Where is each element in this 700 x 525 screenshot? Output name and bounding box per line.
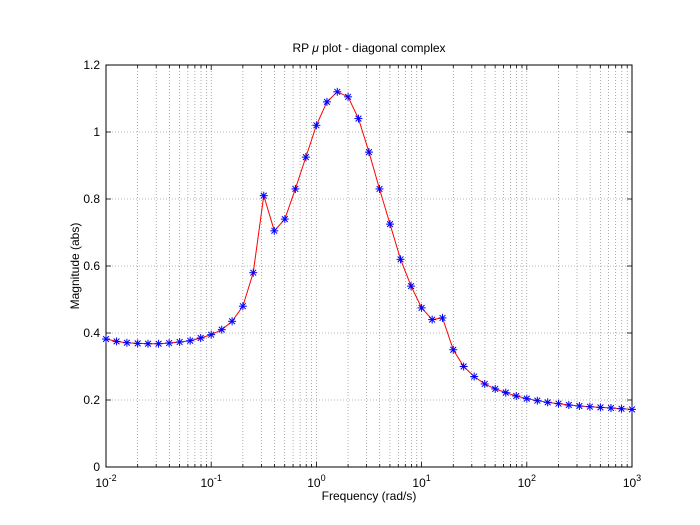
x-axis-label: Frequency (rad/s)	[322, 489, 417, 503]
y-axis-label: Magnitude (abs)	[68, 223, 82, 310]
data-point-marker	[554, 399, 563, 408]
x-tick-base: 10	[518, 476, 532, 490]
data-point-marker	[175, 338, 184, 347]
y-tick-label: 0.2	[83, 393, 100, 407]
data-point-marker	[606, 404, 615, 413]
data-point-marker	[354, 114, 363, 123]
data-point-marker	[396, 255, 405, 264]
data-point-marker	[480, 379, 489, 388]
data-point-marker	[133, 339, 142, 348]
grid	[106, 65, 632, 467]
y-tick-label: 0.4	[83, 326, 100, 340]
x-tick-exponent: 2	[531, 473, 536, 483]
data-point-marker	[217, 325, 226, 334]
data-point-marker	[144, 339, 153, 348]
x-tick-base: 10	[95, 476, 109, 490]
x-tick-label: 102	[518, 473, 536, 490]
data-point-marker	[301, 153, 310, 162]
data-point-marker	[238, 302, 247, 311]
data-point-marker	[386, 220, 395, 229]
data-point-marker	[186, 336, 195, 345]
y-tick-label: 0	[93, 460, 100, 474]
data-point-marker	[154, 339, 163, 348]
data-point-marker	[585, 402, 594, 411]
data-point-marker	[522, 394, 531, 403]
axis-ticks	[105, 64, 633, 468]
data-point-marker	[533, 396, 542, 405]
data-point-marker	[417, 303, 426, 312]
data-point-marker	[470, 372, 479, 381]
data-point-marker	[407, 282, 416, 291]
y-tick-label: 1.2	[83, 58, 100, 72]
data-point-marker	[102, 335, 110, 344]
y-tick-label: 0.6	[83, 259, 100, 273]
data-point-marker	[165, 339, 174, 348]
data-point-marker	[617, 404, 626, 413]
x-tick-exponent: -1	[214, 473, 222, 483]
x-tick-base: 10	[201, 476, 215, 490]
y-tick-label: 0.8	[83, 192, 100, 206]
data-point-marker	[491, 384, 500, 393]
chart-title: RP μ plot - diagonal complex	[292, 41, 445, 55]
data-point-marker	[112, 337, 121, 346]
data-point-marker	[270, 226, 279, 235]
data-point-marker	[196, 334, 205, 343]
x-tick-label: 10-1	[201, 473, 222, 490]
x-tick-label: 101	[412, 473, 430, 490]
x-tick-exponent: -2	[109, 473, 117, 483]
x-tick-exponent: 0	[321, 473, 326, 483]
x-tick-exponent: 3	[636, 473, 641, 483]
data-point-marker	[375, 184, 384, 193]
data-point-marker	[228, 317, 237, 326]
data-point-marker	[280, 215, 289, 224]
y-tick-label: 1	[93, 125, 100, 139]
data-point-marker	[322, 97, 331, 106]
data-point-marker	[333, 87, 342, 96]
data-point-marker	[438, 313, 447, 322]
x-tick-base: 10	[412, 476, 426, 490]
data-point-marker	[259, 191, 268, 200]
data-point-marker	[512, 391, 521, 400]
data-point-marker	[628, 405, 636, 414]
chart-title-symbol: μ	[311, 41, 319, 55]
x-tick-exponent: 1	[426, 473, 431, 483]
data-point-marker	[501, 388, 510, 397]
chart-title-suffix: plot - diagonal complex	[319, 41, 446, 55]
data-point-marker	[207, 330, 216, 339]
data-point-marker	[364, 148, 373, 157]
data-point-marker	[249, 268, 258, 277]
data-point-marker	[344, 92, 353, 101]
tick-labels: 00.20.40.60.811.210-2 10-1 100 101 102 103	[83, 58, 641, 490]
data-series	[102, 87, 636, 414]
data-point-marker	[428, 315, 437, 324]
x-tick-label: 10-2	[95, 473, 116, 490]
data-point-marker	[291, 184, 300, 193]
data-point-marker	[459, 362, 468, 371]
x-tick-label: 103	[623, 473, 641, 490]
data-point-marker	[543, 398, 552, 407]
data-point-marker	[122, 338, 131, 347]
data-point-marker	[564, 401, 573, 410]
x-tick-label: 100	[307, 473, 325, 490]
x-tick-base: 10	[623, 476, 637, 490]
data-point-marker	[575, 402, 584, 411]
data-point-marker	[312, 121, 321, 130]
x-tick-base: 10	[307, 476, 321, 490]
chart-title-prefix: RP	[292, 41, 312, 55]
data-point-marker	[449, 345, 458, 354]
data-point-marker	[596, 403, 605, 412]
